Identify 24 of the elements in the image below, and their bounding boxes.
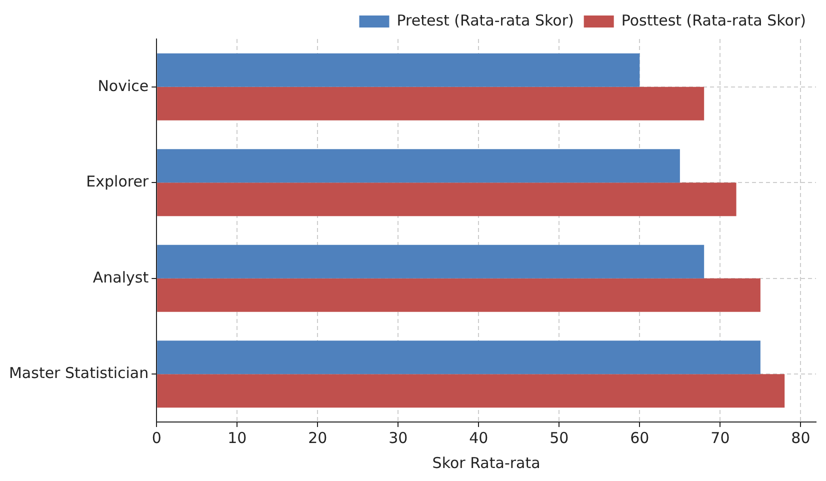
bar [157, 149, 680, 183]
x-tick-label: 0 [152, 428, 162, 447]
legend-label: Pretest (Rata-rata Skor) [396, 11, 574, 30]
x-tick-label: 10 [228, 428, 247, 447]
x-tick-label: 80 [791, 428, 810, 447]
bar [157, 53, 640, 87]
x-axis-title: Skor Rata-rata [432, 454, 540, 472]
bar [157, 244, 704, 278]
legend-label: Posttest (Rata-rata Skor) [621, 11, 806, 30]
x-tick-label: 20 [308, 428, 328, 447]
x-tick-label: 60 [630, 428, 650, 447]
y-tick-label: Novice [98, 76, 149, 95]
x-tick-label: 70 [710, 428, 730, 447]
x-tick-label: 50 [550, 428, 569, 447]
bar [157, 374, 785, 408]
y-tick-label: Analyst [92, 268, 149, 286]
x-tick-label: 40 [469, 428, 488, 447]
bar [157, 278, 760, 312]
y-tick-label: Master Statistician [8, 364, 149, 382]
x-tick-label: 30 [388, 428, 408, 447]
bar [157, 86, 704, 120]
y-tick-label: Explorer [86, 172, 150, 191]
bar [157, 182, 736, 216]
bar [157, 340, 760, 374]
